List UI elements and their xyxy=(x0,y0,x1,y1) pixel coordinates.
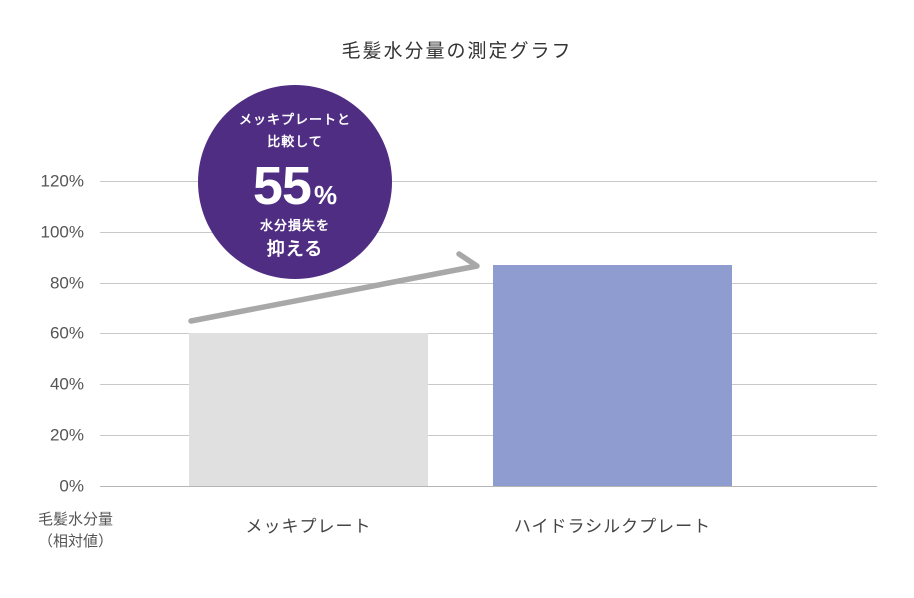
badge-line-4: 抑える xyxy=(266,239,324,260)
improvement-badge: メッキプレートと 比較して 55% 水分損失を 抑える xyxy=(198,85,392,279)
y-tick-20: 20% xyxy=(49,425,84,445)
gridline-40 xyxy=(100,384,877,385)
gridline-120 xyxy=(100,181,877,182)
y-tick-100: 100% xyxy=(40,222,84,242)
y-axis-label-line-1: 毛髪水分量 xyxy=(38,510,114,528)
x-axis-baseline xyxy=(100,486,877,487)
y-axis-label: 毛髪水分量 （相対値） xyxy=(38,508,113,552)
y-tick-40: 40% xyxy=(49,374,84,394)
gridline-20 xyxy=(100,435,877,436)
y-tick-120: 120% xyxy=(40,171,84,191)
chart-title: 毛髪水分量の測定グラフ xyxy=(341,40,573,62)
y-tick-80: 80% xyxy=(49,273,84,293)
bar-hydrasilk-plate xyxy=(493,265,732,486)
bar-plating-plate xyxy=(189,333,428,486)
badge-line-3: 水分損失を xyxy=(259,219,330,234)
x-label-plating-plate: メッキプレート xyxy=(245,517,372,537)
gridline-80 xyxy=(100,283,877,284)
badge-number: 55 xyxy=(252,156,312,216)
y-tick-0: 0% xyxy=(59,476,84,496)
y-tick-60: 60% xyxy=(49,323,84,343)
gridline-60 xyxy=(100,333,877,334)
badge-value: 55% xyxy=(198,155,392,217)
gridline-100 xyxy=(100,232,877,233)
badge-line-1: メッキプレートと xyxy=(238,113,351,128)
badge-unit: % xyxy=(313,180,338,210)
badge-line-2: 比較して xyxy=(267,135,323,150)
x-label-hydrasilk-plate: ハイドラシルクプレート xyxy=(513,517,712,537)
y-axis-label-line-2: （相対値） xyxy=(38,532,114,550)
